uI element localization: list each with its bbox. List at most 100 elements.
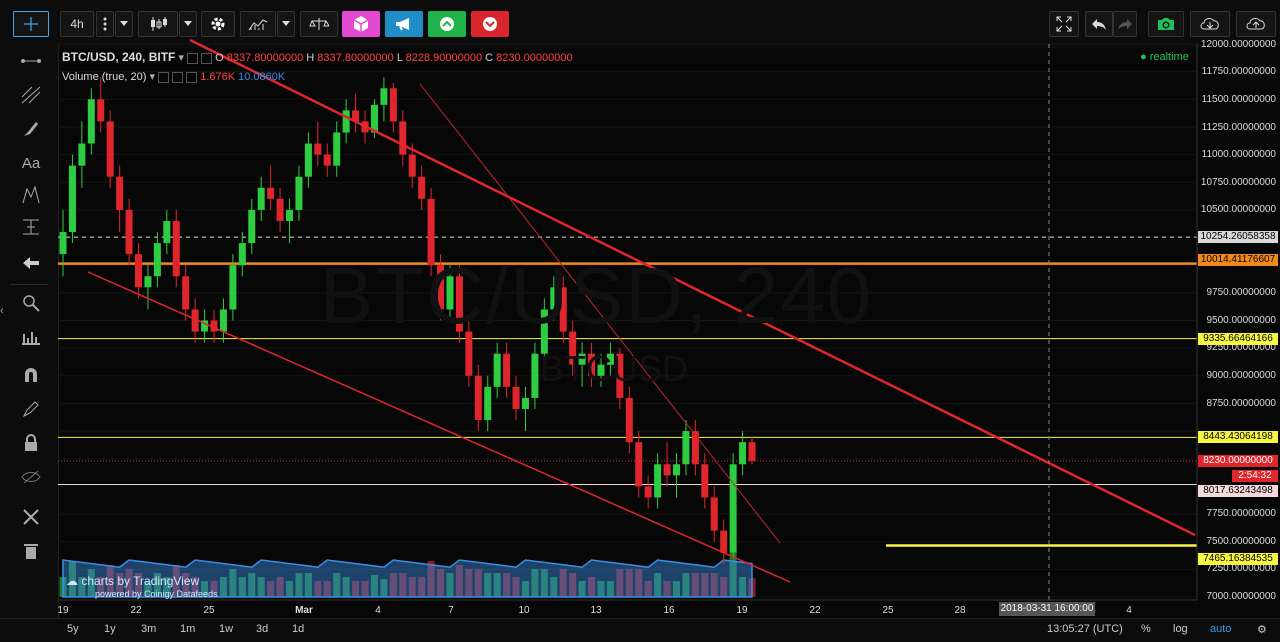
chevron-down-icon[interactable]: [115, 11, 133, 37]
range-1y[interactable]: 1y: [104, 623, 116, 635]
volume-bar: [484, 573, 492, 597]
candle-body: [710, 497, 718, 531]
candle-body: [229, 265, 237, 310]
arrow-left-icon[interactable]: [20, 252, 42, 274]
gear-icon[interactable]: ⚙: [1257, 624, 1267, 636]
fullscreen-icon[interactable]: [1049, 11, 1079, 37]
cube-icon[interactable]: [342, 11, 380, 37]
undo-icon[interactable]: [1085, 11, 1113, 37]
symbol-watermark-sub: BTCUSD: [540, 348, 689, 389]
chevron-down-icon[interactable]: [179, 11, 197, 37]
candle-body: [635, 442, 643, 487]
eye-off-icon[interactable]: [20, 466, 42, 488]
auto-toggle[interactable]: auto: [1210, 623, 1232, 635]
magnet-icon[interactable]: [20, 364, 42, 386]
volume-bar: [125, 569, 133, 597]
gear-icon[interactable]: [201, 11, 235, 37]
zoom-icon[interactable]: [20, 292, 42, 314]
volume-bar: [68, 561, 76, 597]
redo-icon[interactable]: [1113, 11, 1137, 37]
price-label: 9750.00000000: [1206, 287, 1276, 298]
eye-icon[interactable]: [187, 52, 198, 64]
ruler-icon[interactable]: [20, 326, 42, 348]
log-toggle[interactable]: log: [1173, 623, 1188, 635]
candle-body: [682, 431, 690, 465]
range-3d[interactable]: 3d: [256, 623, 269, 635]
candle-body: [437, 265, 445, 310]
measure-tool-icon[interactable]: [20, 216, 42, 238]
lock-icon[interactable]: [20, 432, 42, 454]
utc-clock[interactable]: 13:05:27 (UTC): [1047, 623, 1123, 635]
pencil-lock-icon[interactable]: [20, 398, 42, 420]
price-tag: 9335.66464166: [1198, 333, 1278, 345]
range-1w[interactable]: 1w: [219, 623, 234, 635]
price-label: 12000.00000000: [1200, 39, 1276, 50]
range-3m[interactable]: 3m: [141, 623, 157, 635]
settings-icon[interactable]: [201, 52, 213, 64]
camera-icon[interactable]: [1148, 11, 1184, 37]
fib-tool-icon[interactable]: [20, 84, 42, 106]
high-value: 8337.80000000: [317, 52, 394, 64]
trash-icon[interactable]: [20, 540, 42, 562]
candles-icon[interactable]: [138, 11, 178, 37]
crosshair-icon[interactable]: [13, 11, 49, 37]
volume-bar: [370, 575, 378, 597]
chevron-down-icon[interactable]: ▾: [178, 52, 187, 64]
tools-icon[interactable]: [20, 506, 42, 528]
cloud-upload-icon[interactable]: [1236, 11, 1276, 37]
volume-label[interactable]: Volume (true, 20): [62, 71, 147, 83]
indicators-icon[interactable]: [240, 11, 276, 37]
brush-icon[interactable]: [20, 118, 42, 140]
eye-icon[interactable]: [158, 71, 170, 83]
chevron-down-icon[interactable]: [277, 11, 295, 37]
text-tool-icon[interactable]: Aa: [21, 154, 41, 172]
price-label: 11000.00000000: [1201, 149, 1276, 160]
candle-body: [163, 220, 171, 244]
price-label: 7000.00000000: [1206, 591, 1276, 602]
volume-bar: [616, 569, 624, 597]
range-1d[interactable]: 1d: [292, 623, 305, 635]
chevron-down-icon[interactable]: ▾: [149, 71, 159, 83]
price-tag-current: 8230.00000000: [1198, 455, 1278, 467]
bottom-bar: 5y 1y 3m 1m 1w 3d 1d 13:05:27 (UTC) % lo…: [0, 618, 1280, 642]
volume-bar: [569, 573, 577, 597]
line-tool-icon[interactable]: [20, 50, 42, 72]
close-value: 8230.00000000: [496, 52, 573, 64]
candles: [59, 77, 756, 564]
compare-icon[interactable]: [300, 11, 338, 37]
percent-toggle[interactable]: %: [1141, 623, 1151, 635]
volume-bar: [663, 581, 671, 597]
volume-bar: [286, 581, 294, 597]
megaphone-icon[interactable]: [385, 11, 423, 37]
candle-body: [597, 364, 605, 376]
down-icon[interactable]: [471, 11, 509, 37]
candle-body: [144, 276, 152, 288]
volume-bar: [333, 573, 341, 597]
symbol-label[interactable]: BTC/USD, 240, BITF: [62, 50, 176, 64]
up-icon[interactable]: [428, 11, 466, 37]
candle-body: [389, 88, 397, 122]
cloud-download-icon[interactable]: [1190, 11, 1230, 37]
candle-body: [569, 331, 577, 365]
candle-body: [521, 397, 529, 409]
volume-bar: [210, 581, 218, 597]
collapse-toolbar-icon[interactable]: ‹: [0, 305, 4, 317]
pattern-tool-icon[interactable]: [20, 184, 42, 206]
volume-bar: [503, 573, 511, 597]
volume-bar: [710, 573, 718, 597]
candle-body: [172, 220, 180, 277]
range-5y[interactable]: 5y: [67, 623, 79, 635]
interval-button[interactable]: 4h: [60, 11, 94, 37]
candle-body: [286, 209, 294, 221]
volume-bar: [295, 573, 303, 597]
volume-bar: [465, 569, 473, 597]
range-1m[interactable]: 1m: [180, 623, 196, 635]
candle-body: [342, 110, 350, 133]
settings-icon[interactable]: [172, 71, 184, 83]
grid-lines: [58, 43, 1197, 598]
close-icon[interactable]: [186, 71, 198, 83]
more-icon[interactable]: [96, 11, 114, 37]
time-label: 22: [130, 605, 142, 616]
time-label: 4: [1126, 605, 1132, 616]
